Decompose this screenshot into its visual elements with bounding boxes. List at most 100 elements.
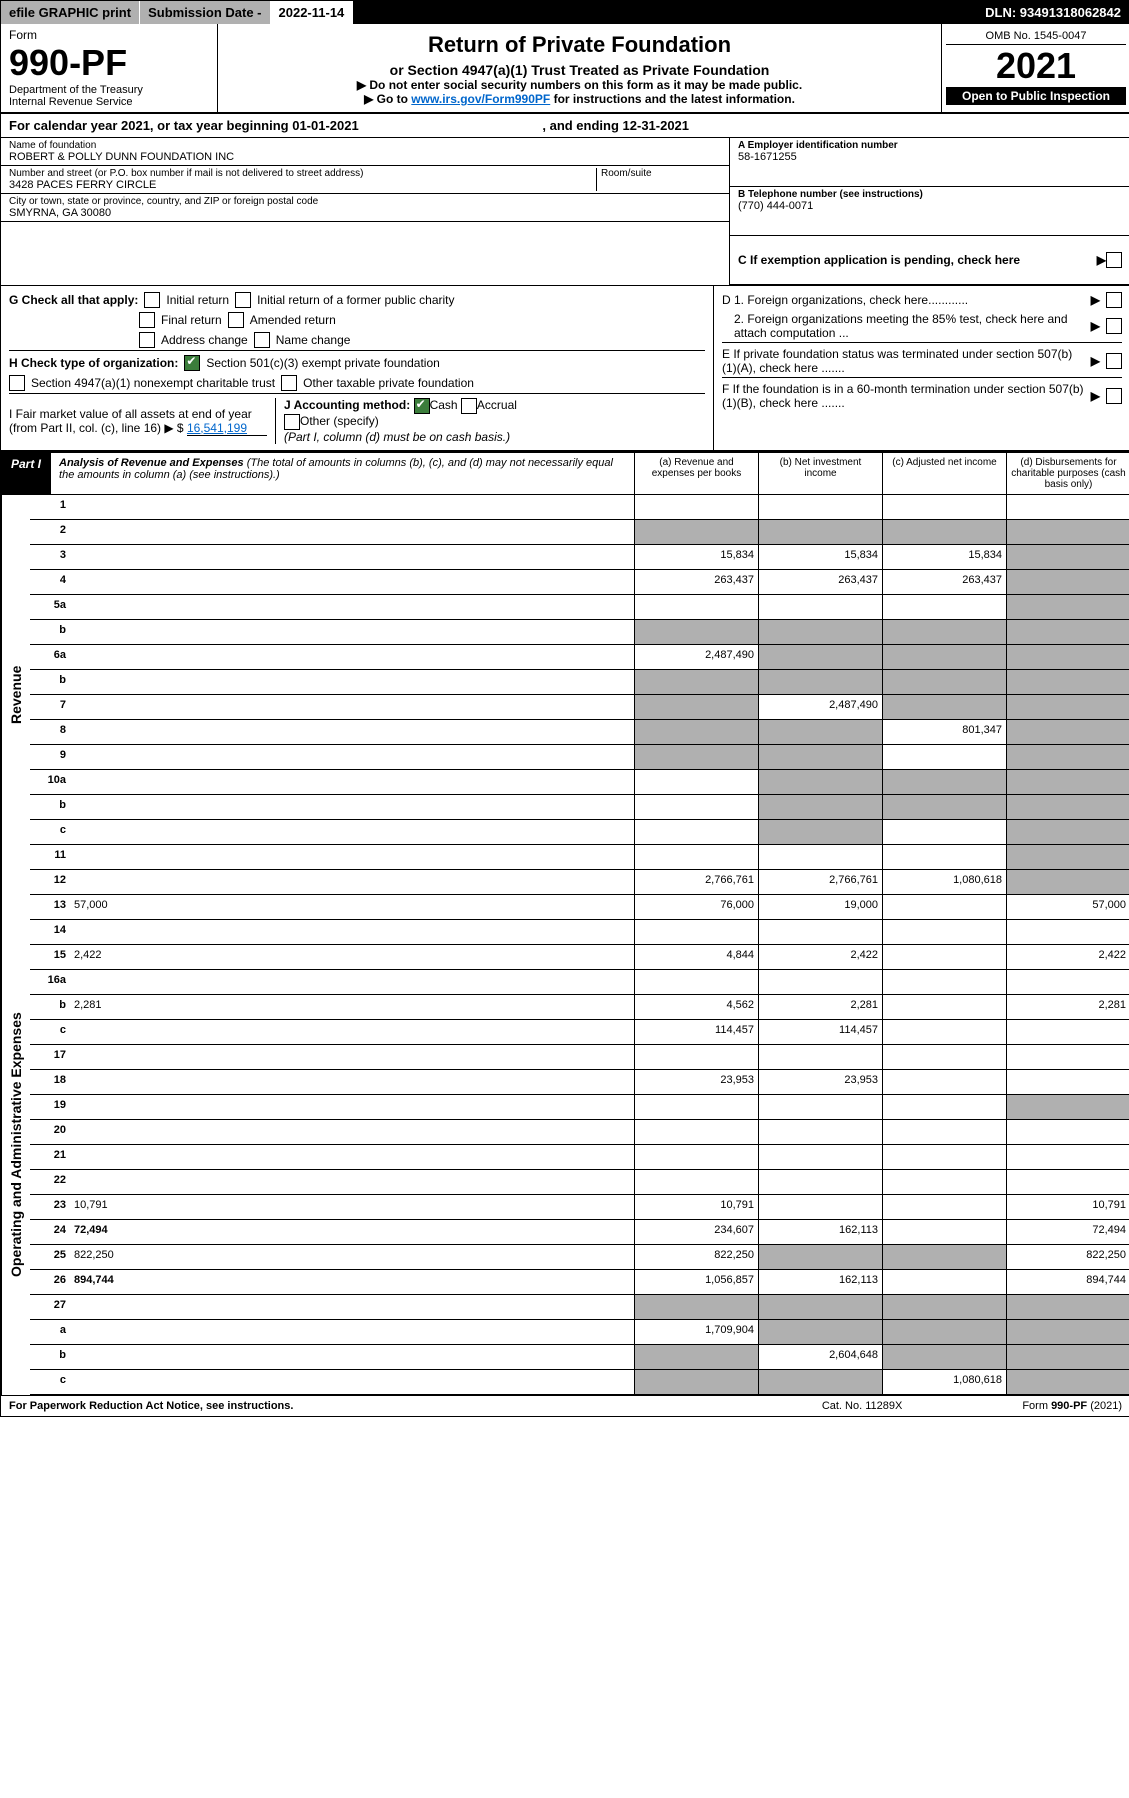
phone-row: B Telephone number (see instructions) (7… <box>730 187 1129 236</box>
col-c <box>882 1095 1006 1119</box>
revenue-table: Revenue 12315,83415,83415,8344263,437263… <box>1 495 1129 895</box>
name-change-checkbox[interactable] <box>254 332 270 348</box>
col-d <box>1006 1095 1129 1119</box>
cat-no: Cat. No. 11289X <box>822 1400 903 1412</box>
exemption-checkbox[interactable] <box>1106 252 1122 268</box>
col-d <box>1006 545 1129 569</box>
line-number: b <box>30 795 70 819</box>
col-c <box>882 1195 1006 1219</box>
col-a <box>634 770 758 794</box>
arrow-icon: ▶ <box>1091 389 1100 403</box>
form-page: efile GRAPHIC print Submission Date - 20… <box>0 0 1129 1417</box>
col-d <box>1006 520 1129 544</box>
col-c <box>882 895 1006 919</box>
cash-checkbox[interactable] <box>414 398 430 414</box>
line-desc: 57,000 <box>70 895 634 919</box>
form-subtitle: or Section 4947(a)(1) Trust Treated as P… <box>222 62 937 78</box>
col-a <box>634 745 758 769</box>
col-a <box>634 1345 758 1369</box>
table-row: c1,080,618 <box>30 1370 1129 1395</box>
table-row: b <box>30 620 1129 645</box>
4947a1-checkbox[interactable] <box>9 375 25 391</box>
col-d <box>1006 1170 1129 1194</box>
line-number: b <box>30 995 70 1019</box>
line-desc <box>70 695 634 719</box>
table-row: 315,83415,83415,834 <box>30 545 1129 570</box>
line-number: 9 <box>30 745 70 769</box>
col-c <box>882 995 1006 1019</box>
form-label: Form <box>9 28 209 42</box>
submission-date: 2022-11-14 <box>271 1 354 24</box>
col-a: 1,056,857 <box>634 1270 758 1294</box>
col-d <box>1006 645 1129 669</box>
line-number: 7 <box>30 695 70 719</box>
line-desc <box>70 720 634 744</box>
col-b: 263,437 <box>758 570 882 594</box>
col-a: 263,437 <box>634 570 758 594</box>
line-number: b <box>30 1345 70 1369</box>
line-desc <box>70 1345 634 1369</box>
col-d <box>1006 570 1129 594</box>
col-d <box>1006 1070 1129 1094</box>
col-d <box>1006 1045 1129 1069</box>
table-row: 9 <box>30 745 1129 770</box>
col-d: 57,000 <box>1006 895 1129 919</box>
col-a <box>634 1370 758 1394</box>
table-row: c114,457114,457 <box>30 1020 1129 1045</box>
col-b <box>758 745 882 769</box>
arrow-icon: ▶ <box>1091 293 1100 307</box>
col-a <box>634 695 758 719</box>
col-a <box>634 670 758 694</box>
col-c <box>882 820 1006 844</box>
final-return-checkbox[interactable] <box>139 312 155 328</box>
topbar: efile GRAPHIC print Submission Date - 20… <box>1 1 1129 24</box>
col-b-hdr: (b) Net investment income <box>758 453 882 494</box>
col-b <box>758 1120 882 1144</box>
header-right: OMB No. 1545-0047 2021 Open to Public In… <box>941 24 1129 112</box>
line-number: 3 <box>30 545 70 569</box>
form-header: Form 990-PF Department of the Treasury I… <box>1 24 1129 114</box>
ein: 58-1671255 <box>738 151 1122 163</box>
dept-irs: Internal Revenue Service <box>9 96 209 108</box>
line-number: c <box>30 1370 70 1394</box>
col-b <box>758 720 882 744</box>
507b1a-checkbox[interactable] <box>1106 353 1122 369</box>
line-number: 17 <box>30 1045 70 1069</box>
col-a <box>634 495 758 519</box>
foreign-org-checkbox[interactable] <box>1106 292 1122 308</box>
amended-return-checkbox[interactable] <box>228 312 244 328</box>
irs-link[interactable]: www.irs.gov/Form990PF <box>411 92 550 106</box>
h-row: H Check type of organization: Section 50… <box>9 350 705 373</box>
table-row: 25822,250822,250822,250 <box>30 1245 1129 1270</box>
507b1b-checkbox[interactable] <box>1106 388 1122 404</box>
header-left: Form 990-PF Department of the Treasury I… <box>1 24 218 112</box>
arrow-icon: ▶ <box>1091 354 1100 368</box>
col-c <box>882 1345 1006 1369</box>
line-desc <box>70 1095 634 1119</box>
fmv-link[interactable]: 16,541,199 <box>187 421 267 436</box>
table-row: 4263,437263,437263,437 <box>30 570 1129 595</box>
city-row: City or town, state or province, country… <box>1 194 729 222</box>
table-row: 1 <box>30 495 1129 520</box>
initial-return-checkbox[interactable] <box>144 292 160 308</box>
other-taxable-checkbox[interactable] <box>281 375 297 391</box>
col-b <box>758 1370 882 1394</box>
col-b <box>758 1045 882 1069</box>
col-d <box>1006 695 1129 719</box>
initial-former-checkbox[interactable] <box>235 292 251 308</box>
501c3-checkbox[interactable] <box>184 355 200 371</box>
col-a: 76,000 <box>634 895 758 919</box>
col-c <box>882 795 1006 819</box>
col-c <box>882 1120 1006 1144</box>
col-a <box>634 820 758 844</box>
other-method-checkbox[interactable] <box>284 414 300 430</box>
col-d <box>1006 1320 1129 1344</box>
85pct-checkbox[interactable] <box>1106 318 1122 334</box>
address-row: Number and street (or P.O. box number if… <box>1 166 729 194</box>
col-b: 15,834 <box>758 545 882 569</box>
accrual-checkbox[interactable] <box>461 398 477 414</box>
col-a: 4,562 <box>634 995 758 1019</box>
col-b <box>758 1295 882 1319</box>
address-change-checkbox[interactable] <box>139 332 155 348</box>
col-c <box>882 520 1006 544</box>
